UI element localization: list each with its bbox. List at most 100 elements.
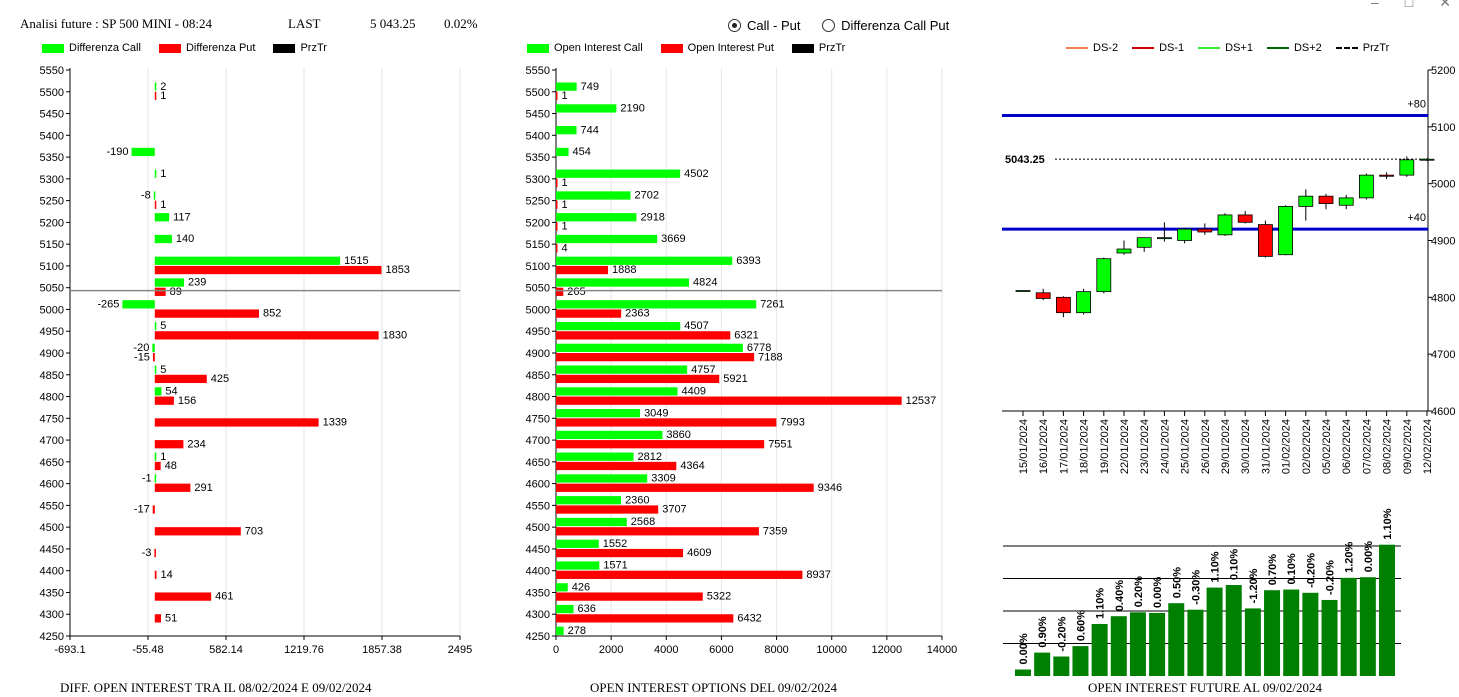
- oi-call-bar: [556, 365, 688, 374]
- oi-future-bar: [1053, 656, 1070, 676]
- oi-bar-value-label: 4507: [684, 320, 708, 332]
- oi-bar-value-label: 9346: [818, 482, 842, 494]
- close-icon[interactable]: ✕: [1439, 0, 1451, 10]
- oi-future-bar-label: 0.10%: [1286, 553, 1298, 584]
- oi-xtick-label: 10000: [816, 644, 847, 656]
- diff-call-bar: [154, 321, 157, 331]
- oi-future-bar-label: -1.20%: [1248, 568, 1260, 603]
- oi-call-bar: [556, 300, 757, 309]
- candle-body: [1298, 195, 1314, 207]
- diff-bar-value-label: 54: [165, 386, 177, 398]
- radio-diff-label: Differenza Call Put: [841, 18, 950, 33]
- candle-body: [1177, 228, 1192, 241]
- legend-item: PrzTr: [273, 42, 327, 54]
- oi-put-bar: [556, 396, 902, 405]
- diff-bar-value-label: 2: [160, 81, 166, 93]
- oi-bar-value-label: 1: [562, 177, 568, 189]
- diff-call-bar: [154, 169, 157, 178]
- radio-selected-icon: [728, 19, 741, 32]
- oi-put-bar: [556, 483, 814, 492]
- radio-call-put[interactable]: Call - Put: [728, 18, 800, 33]
- legend-label: PrzTr: [300, 42, 327, 54]
- oi-bar-value-label: 3707: [662, 504, 686, 516]
- diff-bar-value-label: 239: [188, 277, 206, 289]
- candle-ytick-label: 5000: [1431, 179, 1455, 191]
- oi-ytick-label: 4600: [526, 479, 550, 491]
- oi-put-bar: [556, 461, 677, 471]
- legend-item: DS-1: [1132, 42, 1184, 54]
- legend-line: [1266, 47, 1289, 49]
- diff-bar-value-label: 461: [215, 591, 233, 603]
- oi-call-bar: [556, 321, 681, 331]
- oi-call-bar: [556, 626, 564, 635]
- oi-future-bar-label: -0.20%: [1056, 616, 1068, 651]
- maximize-icon[interactable]: □: [1404, 0, 1414, 10]
- legend-label: Differenza Call: [69, 42, 141, 54]
- oi-call-bar: [556, 213, 637, 222]
- oi-ytick-label: 4300: [526, 609, 550, 621]
- candle-body: [1116, 248, 1132, 254]
- oi-ytick-label: 5100: [526, 261, 550, 273]
- candle-body: [1136, 237, 1152, 248]
- legend-right: DS-2 DS-1 DS+1 DS+2 PrzTr: [1066, 42, 1407, 54]
- oi-put-bar: [556, 331, 731, 340]
- oi-future-bar: [1264, 590, 1281, 676]
- diff-bar-value-label: 117: [173, 211, 191, 223]
- oi-future-bar: [1359, 577, 1376, 676]
- candle-date-label: 18/01/2024: [1079, 419, 1091, 474]
- oi-put-bar: [556, 505, 659, 514]
- oi-xtick-label: 14000: [927, 644, 958, 656]
- candle-body: [1379, 174, 1394, 177]
- oi-future-bar: [1302, 592, 1319, 676]
- oi-future-bar-label: 1.10%: [1210, 551, 1222, 582]
- minimize-icon[interactable]: –: [1371, 0, 1379, 10]
- diff-put-bar: [154, 309, 260, 318]
- oi-bar-value-label: 2568: [631, 516, 655, 528]
- oi-future-bar-label: 0.00%: [1152, 577, 1164, 608]
- oi-bar-value-label: 426: [572, 581, 590, 593]
- diff-put-bar: [154, 331, 379, 340]
- legend-item: Differenza Call: [42, 42, 141, 54]
- diff-put-bar: [154, 91, 157, 101]
- diff-bar-value-label: 852: [263, 308, 281, 320]
- oi-put-bar: [556, 548, 684, 558]
- diff-bar-value-label: 1830: [383, 330, 407, 342]
- diff-bar-value-label: 703: [245, 525, 263, 537]
- radio-diff-call-put[interactable]: Differenza Call Put: [822, 18, 949, 33]
- diff-ytick-label: 4250: [40, 631, 64, 643]
- oi-bar-value-label: 12537: [906, 395, 937, 407]
- oi-call-bar: [556, 539, 599, 548]
- diff-ytick-label: 4450: [40, 544, 64, 556]
- oi-xtick-label: 2000: [599, 644, 623, 656]
- diff-ytick-label: 5450: [40, 109, 64, 121]
- oi-put-bar: [556, 570, 803, 579]
- oi-call-bar: [556, 517, 627, 527]
- oi-ytick-label: 5400: [526, 130, 550, 142]
- oi-xtick-label: 6000: [709, 644, 733, 656]
- candle-date-label: 12/02/2024: [1422, 419, 1434, 474]
- candle-body: [1359, 174, 1374, 199]
- candle-ytick-label: 5100: [1431, 122, 1455, 134]
- oi-bar-value-label: 1: [562, 199, 568, 211]
- diff-bar-value-label: -17: [134, 504, 150, 516]
- oi-put-bar: [556, 440, 765, 449]
- candle-date-label: 16/01/2024: [1038, 419, 1050, 474]
- diff-ytick-label: 4500: [40, 522, 64, 534]
- oi-ytick-label: 4900: [526, 348, 550, 360]
- diff-put-bar: [154, 265, 382, 275]
- legend-left: Differenza Call Differenza Put PrzTr: [42, 42, 345, 54]
- diff-bar-value-label: 1: [160, 90, 166, 102]
- oi-bar-value-label: 7551: [768, 438, 792, 450]
- oi-call-bar: [556, 409, 641, 418]
- diff-bar-value-label: -20: [133, 342, 149, 354]
- caption-middle: OPEN INTEREST OPTIONS DEL 09/02/2024: [590, 680, 837, 695]
- oi-ytick-label: 4750: [526, 413, 550, 425]
- diff-ytick-label: 5400: [40, 130, 64, 142]
- candle-body: [1399, 159, 1415, 176]
- candle-body: [1278, 205, 1293, 256]
- diff-bar-value-label: 1339: [323, 417, 347, 429]
- oi-ytick-label: 4850: [526, 370, 550, 382]
- oi-xtick-label: 8000: [764, 644, 788, 656]
- legend-item: DS+1: [1198, 42, 1253, 54]
- candle-date-label: 06/02/2024: [1341, 419, 1353, 474]
